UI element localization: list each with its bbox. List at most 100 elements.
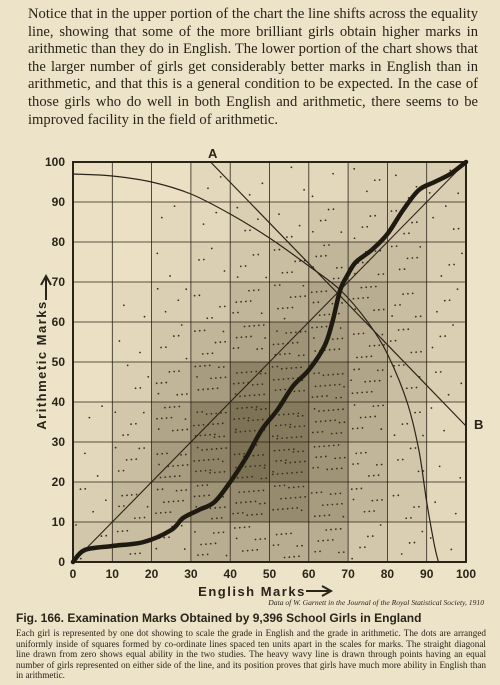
density-dot [338,421,341,424]
y-tick-label: 30 [52,435,66,449]
density-dot [303,460,306,463]
density-dot [362,332,365,335]
density-dot [378,178,381,181]
density-dot [232,382,235,385]
density-dot [197,554,199,557]
density-cell [308,522,349,562]
density-dot [236,276,239,278]
density-dot [181,464,184,467]
density-dot [234,527,236,529]
density-dot [156,453,159,456]
density-dot [121,530,124,533]
density-dot [211,352,214,355]
density-dot [297,450,300,453]
density-cell [190,322,231,362]
density-dot [313,515,316,518]
density-dot [202,388,205,391]
density-dot [157,428,160,430]
y-axis-arrow-icon [40,273,52,300]
density-cell [73,322,113,362]
density-dot [126,364,129,367]
x-tick-label: 0 [70,567,77,581]
density-dot [414,411,417,414]
density-dot [223,305,226,308]
density-cell [387,242,427,282]
density-dot [439,370,442,373]
density-dot [360,286,363,289]
density-dot [292,412,295,415]
density-dot [210,448,213,451]
figure-title: Fig. 166. Examination Marks Obtained by … [16,611,422,625]
label-a: A [208,146,218,161]
x-tick-label: 10 [106,567,120,581]
density-dot [284,497,287,500]
density-dot [363,546,366,549]
density-dot [251,475,253,478]
density-dot [173,205,176,208]
density-dot [249,229,251,232]
x-tick-label: 30 [184,567,198,581]
density-dot [288,448,290,451]
density-dot [334,419,337,422]
density-dot [209,471,211,474]
density-cell [348,202,388,242]
density-dot [413,541,416,544]
density-dot [392,494,395,497]
density-dot [339,457,341,459]
density-cell [73,202,113,242]
y-tick-label: 10 [52,515,66,529]
density-dot [275,460,278,462]
density-dot [219,506,221,509]
density-dot [253,324,256,327]
density-dot [419,315,422,318]
plot-frame [72,161,467,563]
density-cell [387,482,427,522]
density-dot [335,267,338,269]
density-dot [361,391,363,394]
density-dot [459,476,462,479]
density-dot [185,357,188,360]
density-dot [159,511,162,514]
density-dot [313,372,316,375]
density-dot [290,166,293,169]
density-dot [101,405,103,408]
density-dot [324,384,327,387]
density-dot [281,271,284,274]
density-dot [181,428,184,431]
density-dot [254,465,257,467]
density-dot [355,452,358,455]
density-dot [293,555,296,558]
density-dot [240,300,242,303]
density-dot [362,297,365,299]
density-dot [259,502,261,505]
density-dot [251,549,254,552]
density-dot [223,270,226,272]
density-dot [452,228,455,230]
density-dot [356,391,359,394]
density-dot [381,498,383,501]
density-dot [147,375,150,378]
density-cell [308,362,349,402]
density-dot [337,277,340,280]
density-dot [357,297,360,300]
density-cell [308,162,349,202]
density-dot [235,301,238,304]
density-dot [211,316,213,319]
density-dot [180,524,183,527]
density-dot [178,370,180,373]
density-dot [277,543,280,546]
density-dot [194,530,196,533]
density-dot [114,446,117,449]
density-dot [261,383,264,386]
density-dot [341,302,343,304]
density-dot [178,405,181,408]
density-dot [318,314,321,317]
density-dot [287,413,290,416]
density-dot [193,294,196,297]
x-tick-label: 100 [456,567,476,581]
density-dot [371,535,374,537]
density-dot [434,501,437,504]
density-dot [216,517,218,520]
density-dot [185,489,188,491]
density-dot [292,450,295,453]
